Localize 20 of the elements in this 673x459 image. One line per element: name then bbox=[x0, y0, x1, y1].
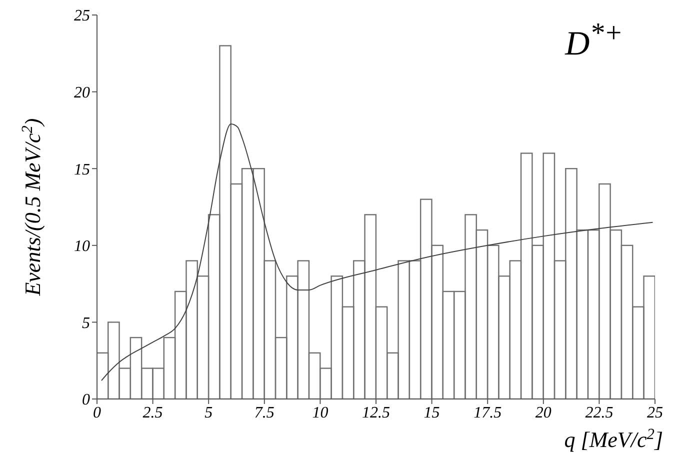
x-tick-label: 17.5 bbox=[474, 404, 502, 422]
y-tick-label: 15 bbox=[74, 161, 90, 178]
x-tick-label: 15 bbox=[424, 404, 440, 422]
x-tick-label: 22.5 bbox=[585, 404, 614, 422]
x-tick-label: 25 bbox=[647, 404, 663, 422]
x-axis-title: q [MeV/c$^{2}$] bbox=[564, 426, 663, 452]
x-tick-label: 20 bbox=[535, 404, 552, 422]
x-tick-label: 12.5 bbox=[362, 404, 390, 422]
x-tick-label: 0 bbox=[93, 404, 101, 422]
x-tick-label: 7.5 bbox=[254, 404, 274, 422]
chart-title: D$^{*+}$ bbox=[565, 18, 623, 64]
y-tick-label: 25 bbox=[74, 8, 90, 25]
x-tick-label: 2.5 bbox=[142, 404, 163, 422]
x-tick-label: 5 bbox=[204, 404, 213, 422]
line-series bbox=[100, 124, 654, 382]
y-tick-label: 20 bbox=[74, 84, 90, 102]
y-tick-label: 5 bbox=[82, 314, 90, 332]
y-tick-label: 10 bbox=[74, 238, 90, 256]
y-tick-label: 0 bbox=[82, 392, 90, 409]
x-tick-label: 10 bbox=[312, 404, 328, 422]
